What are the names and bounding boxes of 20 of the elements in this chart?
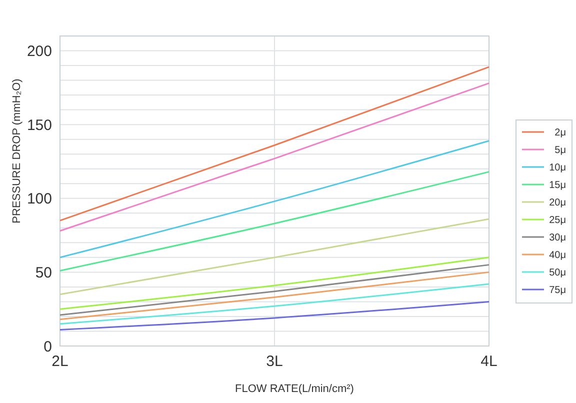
legend-label: 25μ: [549, 215, 566, 226]
y-tick-label: 150: [26, 116, 52, 134]
x-axis-title: FLOW RATE(L/min/cm²): [235, 383, 354, 395]
y-tick-label: 50: [35, 264, 52, 282]
legend-label: 15μ: [549, 180, 566, 191]
legend-label: 75μ: [549, 285, 566, 296]
x-tick-label: 2L: [52, 353, 68, 370]
legend-label: 50μ: [549, 268, 566, 278]
y-tick-label: 100: [26, 190, 52, 208]
legend-label: 2μ: [554, 128, 566, 138]
y-tick-label: 0: [44, 338, 52, 356]
x-tick-label: 3L: [266, 353, 283, 370]
legend-label: 30μ: [549, 232, 566, 244]
legend-label: 10μ: [549, 162, 566, 174]
legend-label: 20μ: [549, 198, 566, 208]
y-axis-title: PRESSURE DROP (mmH₂O): [11, 78, 23, 224]
legend-label: 40μ: [549, 250, 566, 261]
y-tick-label: 200: [26, 43, 52, 60]
x-tick-label: 4L: [480, 353, 498, 370]
legend-label: 5μ: [554, 145, 566, 156]
